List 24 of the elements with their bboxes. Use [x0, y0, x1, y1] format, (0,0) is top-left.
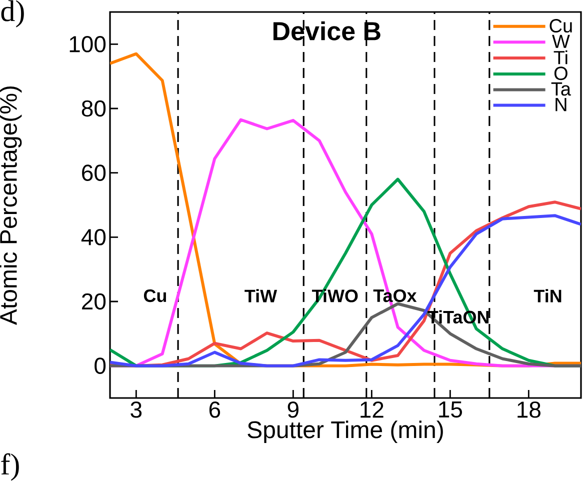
- x-tick-label: 3: [130, 402, 142, 418]
- x-tick-label: 6: [209, 402, 220, 418]
- x-tick-label: 15: [439, 402, 462, 418]
- legend-label: W: [552, 34, 570, 48]
- legend-label: N: [556, 98, 566, 112]
- legend-label: O: [554, 66, 568, 80]
- legend-label: Ti: [554, 50, 568, 64]
- text: d): [1, 0, 24, 28]
- y-tick-label: 60: [82, 164, 106, 181]
- legend-label: Cu: [550, 19, 572, 33]
- annotation: TiW: [244, 289, 278, 302]
- x-axis-title: Sputter Time (min): [248, 420, 443, 444]
- x-tick-label: 18: [518, 402, 540, 418]
- x-tick-label: 9: [288, 402, 298, 418]
- y-tick-label: 80: [82, 100, 106, 117]
- y-tick-label: 0: [94, 358, 106, 374]
- y-tick-label: 40: [81, 229, 106, 246]
- y-tick-label: 100: [70, 36, 106, 52]
- annotation: Cu: [144, 289, 166, 302]
- y-tick-label: 20: [82, 293, 106, 310]
- annotation: TiN: [534, 289, 562, 302]
- x-tick-label: 12: [360, 402, 384, 418]
- text: f): [1, 453, 19, 481]
- legend-label: Ta: [551, 82, 571, 96]
